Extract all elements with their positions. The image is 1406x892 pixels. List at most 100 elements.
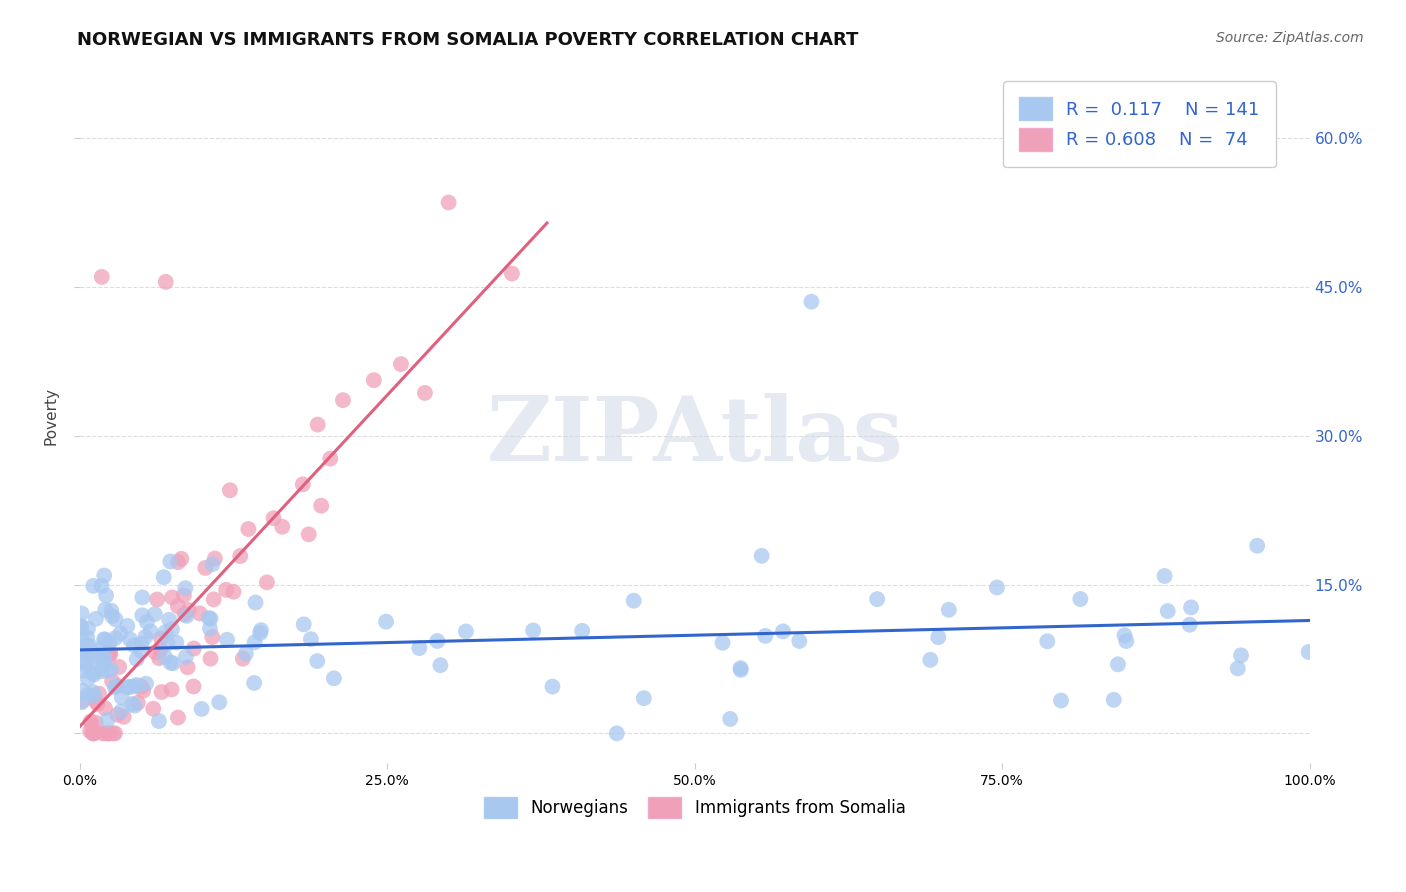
Point (159, 554, 181, 568)
Point (243, 676, 266, 690)
Point (82, 726, 104, 740)
Point (75, 657, 97, 672)
Point (131, 591, 153, 605)
Text: Source: ZipAtlas.com: Source: ZipAtlas.com (1216, 31, 1364, 45)
Point (202, 592, 225, 607)
Point (148, 714, 170, 728)
Point (194, 561, 217, 575)
Point (170, 551, 193, 566)
Point (70, 632, 93, 646)
Point (1036, 634, 1059, 648)
Point (183, 680, 205, 694)
Point (82, 666, 104, 681)
Point (160, 622, 183, 636)
Point (751, 549, 773, 563)
Point (208, 695, 231, 709)
Point (105, 679, 128, 693)
Point (135, 676, 157, 690)
Point (201, 558, 224, 572)
Point (1050, 693, 1073, 707)
Point (177, 603, 200, 617)
Point (87, 687, 110, 701)
Point (938, 603, 960, 617)
Point (148, 651, 170, 665)
Point (256, 575, 278, 590)
Point (332, 393, 354, 408)
Point (232, 651, 254, 665)
Point (309, 499, 332, 513)
Point (134, 630, 156, 644)
Point (139, 624, 162, 639)
Point (104, 612, 127, 626)
Point (571, 624, 593, 638)
Point (97, 726, 120, 740)
Point (94, 603, 117, 617)
Point (76, 638, 98, 652)
Point (1153, 569, 1175, 583)
Point (152, 570, 174, 584)
Point (97, 648, 120, 663)
Point (772, 624, 794, 639)
Point (84, 612, 107, 626)
Point (76, 672, 98, 686)
Point (389, 357, 412, 371)
Point (76, 688, 98, 702)
Point (219, 483, 242, 498)
Point (235, 647, 257, 661)
Point (94, 589, 117, 603)
Legend: Norwegians, Immigrants from Somalia: Norwegians, Immigrants from Somalia (477, 790, 912, 824)
Point (104, 679, 127, 693)
Point (174, 649, 197, 664)
Point (98, 647, 121, 661)
Point (83, 667, 105, 681)
Point (101, 673, 124, 688)
Point (408, 641, 430, 656)
Point (754, 629, 776, 643)
Point (98, 636, 121, 650)
Point (77, 622, 100, 636)
Point (111, 690, 134, 705)
Point (93, 650, 115, 665)
Point (167, 710, 190, 724)
Point (108, 660, 131, 674)
Point (112, 710, 135, 724)
Point (200, 651, 222, 665)
Point (159, 656, 181, 670)
Point (132, 683, 155, 698)
Point (375, 615, 398, 629)
Point (1102, 693, 1125, 707)
Point (1069, 592, 1091, 607)
Point (176, 608, 198, 623)
Point (1298, 645, 1320, 659)
Point (131, 680, 153, 694)
Point (623, 593, 645, 607)
Point (143, 645, 166, 659)
Point (69, 645, 91, 659)
Point (200, 612, 222, 626)
Point (1178, 617, 1201, 632)
Point (101, 609, 124, 624)
Point (73, 664, 96, 678)
Point (1226, 661, 1249, 675)
Point (93, 632, 115, 647)
Point (90, 579, 112, 593)
Point (160, 591, 183, 605)
Point (94, 726, 117, 740)
Point (118, 632, 141, 647)
Point (1230, 648, 1253, 663)
Point (90, 649, 112, 664)
Point (98, 726, 121, 740)
Point (103, 726, 125, 740)
Point (82, 726, 104, 740)
Point (70, 695, 93, 709)
Point (501, 267, 523, 281)
Point (82, 579, 104, 593)
Point (84, 715, 107, 730)
Point (70, 619, 93, 633)
Point (82, 726, 104, 740)
Point (93, 568, 115, 582)
Point (143, 607, 166, 622)
Point (82, 685, 104, 699)
Point (263, 511, 285, 525)
Point (89, 648, 111, 662)
